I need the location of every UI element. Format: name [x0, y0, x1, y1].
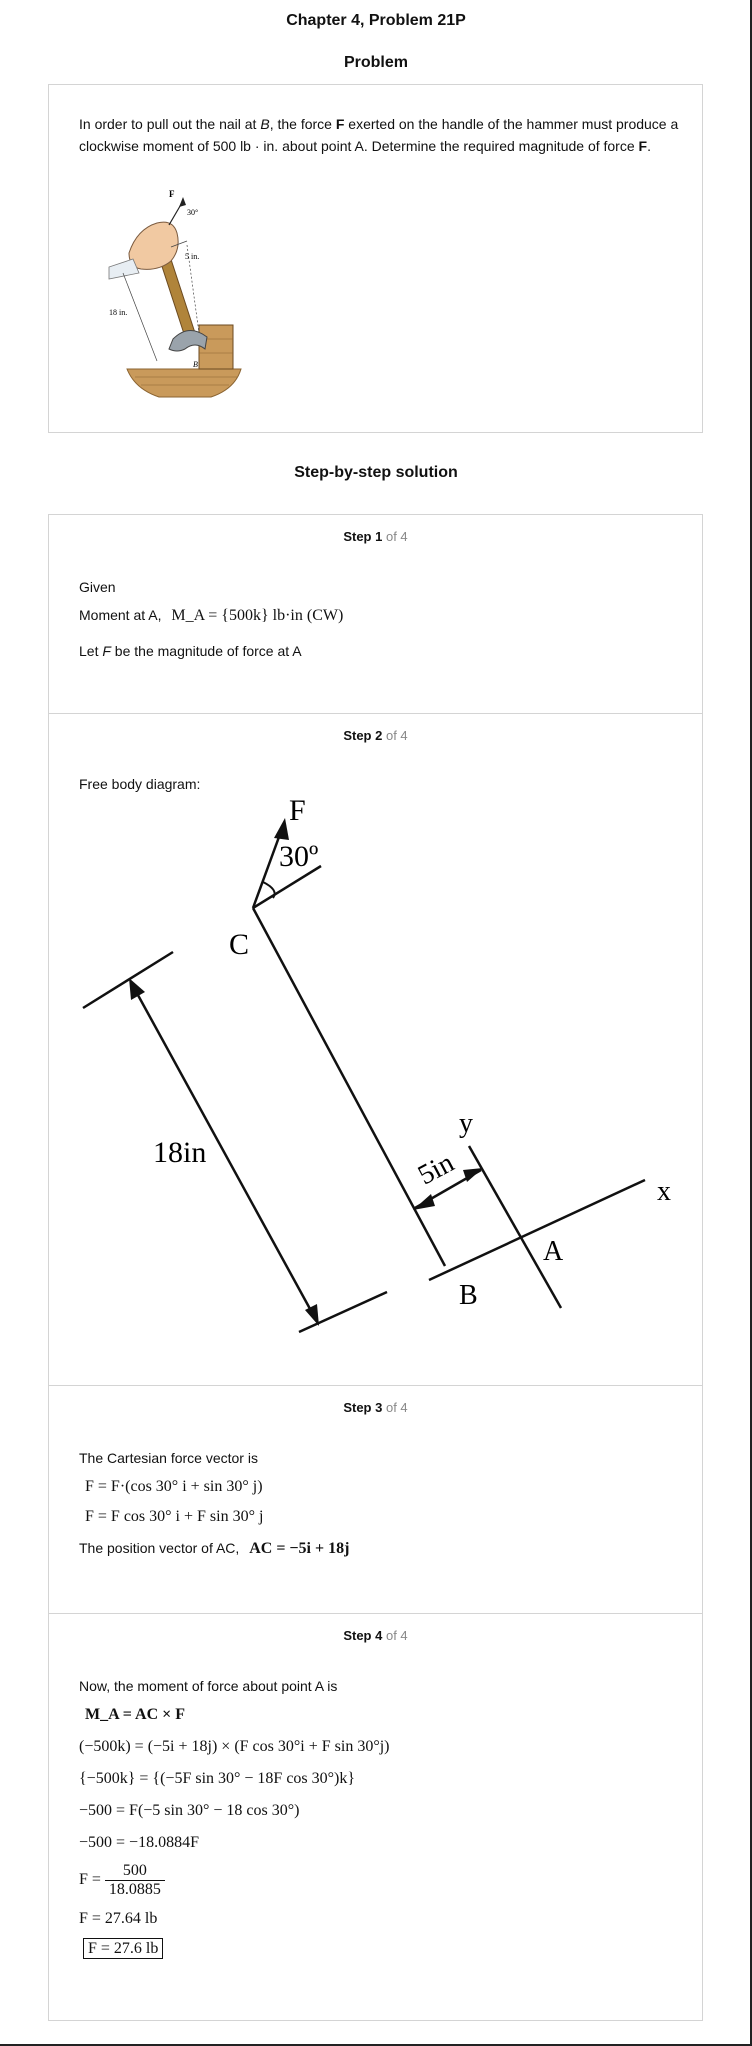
step-4-eq5: −500 = −18.0884F — [79, 1834, 199, 1851]
fbd-C-label: C — [229, 928, 249, 961]
step-3-position: The position vector of AC, AC = −5i + 18… — [79, 1540, 350, 1557]
step-1-let: Let F be the magnitude of force at A — [79, 643, 302, 659]
fbd-A-label: A — [543, 1236, 564, 1267]
step-3-eq1: F = F·(cos 30° i + sin 30° j) — [85, 1478, 263, 1495]
fig-angle-label: 30° — [187, 208, 198, 217]
step-4-eq2: (−500k) = (−5i + 18j) × (F cos 30°i + F … — [79, 1738, 390, 1755]
step-4-eq1: M_A = AC × F — [85, 1706, 186, 1723]
step-4-eq3: {−500k} = {(−5F sin 30° − 18F cos 30°)k} — [79, 1770, 356, 1787]
fbd-F-label: F — [289, 794, 306, 827]
step-4-header: Step 4 of 4 — [343, 1628, 408, 1643]
fbd-18in-label: 18in — [153, 1136, 206, 1169]
hammer-figure: F 30° 5 in. 18 in. B — [108, 189, 242, 398]
fbd-B-label: B — [459, 1280, 478, 1311]
fig-18in-label: 18 in. — [109, 308, 127, 317]
step-4: Step 4 of 4 Now, the moment of force abo… — [48, 1613, 703, 2021]
fbd-angle-label: 30º — [279, 840, 318, 873]
step-1-moment: Moment at A, M_A = {500k} lb·in (CW) — [79, 607, 344, 624]
fig-B-label: B — [193, 360, 198, 369]
step-4-eq6: F = 500 18.0885 — [79, 1862, 165, 1899]
step-1-given: Given — [79, 579, 116, 595]
step-2-fbd-label: Free body diagram: — [79, 776, 201, 792]
step-4-eq7: F = 27.64 lb — [79, 1910, 158, 1927]
step-3-pos-eq: AC = −5i + 18j — [249, 1540, 350, 1557]
final-answer-box: F = 27.6 lb — [83, 1938, 164, 1959]
step-4-intro: Now, the moment of force about point A i… — [79, 1678, 338, 1694]
fbd-x-label: x — [657, 1176, 671, 1207]
step-4-answer: F = 27.6 lb — [83, 1938, 164, 1959]
step-4-fraction: 500 18.0885 — [104, 1862, 165, 1899]
free-body-diagram: F 30º C 18in x y 5in A B — [82, 794, 671, 1334]
fig-F-label: F — [169, 189, 175, 199]
step-1: Step 1 of 4 Given Moment at A, M_A = {50… — [48, 514, 703, 715]
step-3-intro: The Cartesian force vector is — [79, 1450, 258, 1466]
problem-statement: In order to pull out the nail at B, the … — [79, 116, 679, 154]
step-3-header: Step 3 of 4 — [343, 1400, 408, 1415]
fbd-y-label: y — [459, 1108, 473, 1139]
problem-box: In order to pull out the nail at B, the … — [48, 84, 703, 433]
step-1-moment-eq: M_A = {500k} lb·in (CW) — [171, 607, 344, 624]
problem-heading: Problem — [343, 54, 408, 71]
step-3-eq2: F = F cos 30° i + F sin 30° j — [85, 1508, 264, 1525]
fbd-5in-label: 5in — [413, 1147, 459, 1191]
step-2-header: Step 2 of 4 — [343, 728, 408, 743]
step-2: Step 2 of 4 Free body diagram: F 30º C 1… — [48, 713, 703, 1386]
step-3: Step 3 of 4 The Cartesian force vector i… — [48, 1385, 703, 1614]
step-1-header: Step 1 of 4 — [343, 529, 408, 544]
page-title: Chapter 4, Problem 21P — [286, 12, 466, 29]
step-4-eq4: −500 = F(−5 sin 30° − 18 cos 30°) — [79, 1802, 300, 1819]
fig-5in-label: 5 in. — [185, 252, 199, 261]
solution-heading: Step-by-step solution — [294, 464, 458, 481]
